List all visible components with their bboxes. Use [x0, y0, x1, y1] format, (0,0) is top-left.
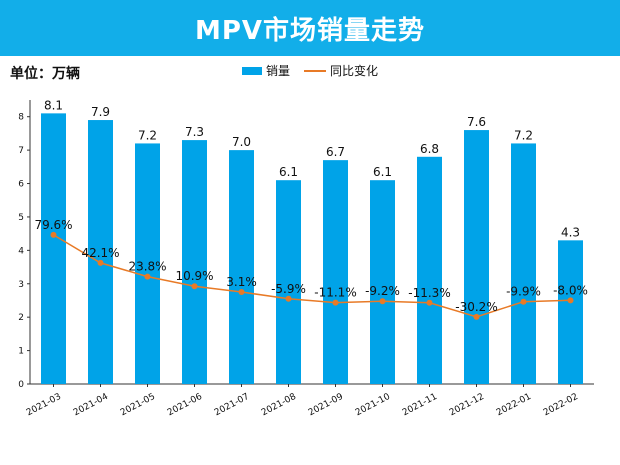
legend-line-swatch: [304, 69, 327, 72]
yoy-value-label: 42.1%: [81, 246, 119, 260]
yoy-line: [53, 234, 571, 318]
bar-value-label: 7.2: [514, 128, 533, 142]
yoy-value-label: 79.6%: [34, 218, 72, 232]
yoy-value-label: -11.1%: [314, 286, 356, 300]
yoy-value-label: -8.0%: [553, 283, 588, 297]
yoy-value-label: -30.2%: [455, 300, 497, 314]
y-tick-label: 2: [18, 313, 24, 323]
legend-bar-swatch: [242, 66, 262, 75]
bar: [229, 150, 254, 384]
x-tick-label: 2021-05: [119, 392, 157, 418]
bar: [370, 180, 395, 384]
x-tick-label: 2022-02: [542, 392, 580, 418]
bar-value-label: 7.6: [467, 115, 486, 129]
x-tick-label: 2021-09: [307, 392, 345, 419]
bar: [417, 156, 442, 384]
yoy-value-label: 10.9%: [175, 269, 213, 283]
yoy-point: [379, 298, 386, 305]
x-tick-label: 2021-06: [166, 392, 204, 419]
yoy-value-label: -9.2%: [365, 284, 400, 298]
bar-value-label: 8.1: [44, 98, 63, 112]
bar: [558, 240, 583, 384]
x-tick-label: 2021-12: [448, 392, 486, 418]
bar-value-label: 7.0: [232, 135, 251, 149]
yoy-point: [473, 313, 480, 320]
bar: [464, 130, 489, 384]
y-tick-label: 3: [18, 280, 24, 290]
bar: [135, 143, 160, 384]
bar-value-label: 6.1: [373, 165, 392, 179]
y-tick-label: 1: [18, 347, 24, 357]
yoy-value-label: 3.1%: [226, 275, 257, 289]
bar-value-label: 7.9: [91, 105, 110, 119]
bar: [511, 143, 536, 384]
bar: [323, 160, 348, 384]
bar: [41, 113, 66, 384]
bar-value-label: 7.3: [185, 125, 204, 139]
yoy-point: [567, 297, 574, 304]
yoy-point: [426, 299, 433, 306]
x-tick-label: 2021-10: [354, 392, 392, 419]
chart-title: MPV市场销量走势: [194, 15, 426, 46]
y-tick-label: 7: [18, 146, 24, 156]
x-tick-label: 2021-04: [72, 392, 110, 419]
bar: [276, 180, 301, 384]
yoy-value-label: -9.9%: [506, 285, 541, 299]
unit-label: 单位：万辆: [10, 66, 80, 82]
bar-value-label: 6.7: [326, 145, 345, 159]
legend: 销量 同比变化: [242, 62, 378, 79]
x-tick-label: 2021-08: [260, 392, 298, 419]
y-tick-label: 8: [18, 113, 24, 123]
yoy-point: [285, 295, 292, 302]
bar-value-label: 4.3: [561, 225, 580, 239]
x-tick-label: 2021-07: [213, 392, 251, 418]
bar: [182, 140, 207, 384]
yoy-point: [238, 289, 245, 296]
x-tick-label: 2021-11: [401, 392, 439, 418]
yoy-point: [50, 231, 57, 238]
yoy-value-label: 23.8%: [128, 260, 166, 274]
bar-value-label: 6.8: [420, 142, 439, 156]
bar-value-label: 7.2: [138, 128, 157, 142]
y-tick-label: 4: [18, 246, 24, 256]
y-tick-label: 5: [18, 213, 24, 223]
yoy-point: [520, 298, 527, 305]
legend-bar-label: 销量: [266, 64, 291, 78]
y-tick-label: 0: [18, 380, 24, 390]
bar-value-label: 6.1: [279, 165, 298, 179]
yoy-value-label: -5.9%: [271, 282, 306, 296]
yoy-point: [332, 299, 339, 306]
x-tick-label: 2021-03: [25, 392, 63, 418]
legend-line-label: 同比变化: [330, 64, 379, 78]
bar: [88, 120, 113, 384]
title-bar: MPV市场销量走势: [0, 0, 620, 56]
yoy-point: [97, 259, 104, 266]
yoy-point: [191, 283, 198, 290]
x-tick-label: 2022-01: [495, 392, 533, 418]
yoy-value-label: -11.3%: [408, 286, 450, 300]
y-tick-label: 6: [18, 180, 24, 190]
yoy-point: [144, 273, 151, 280]
